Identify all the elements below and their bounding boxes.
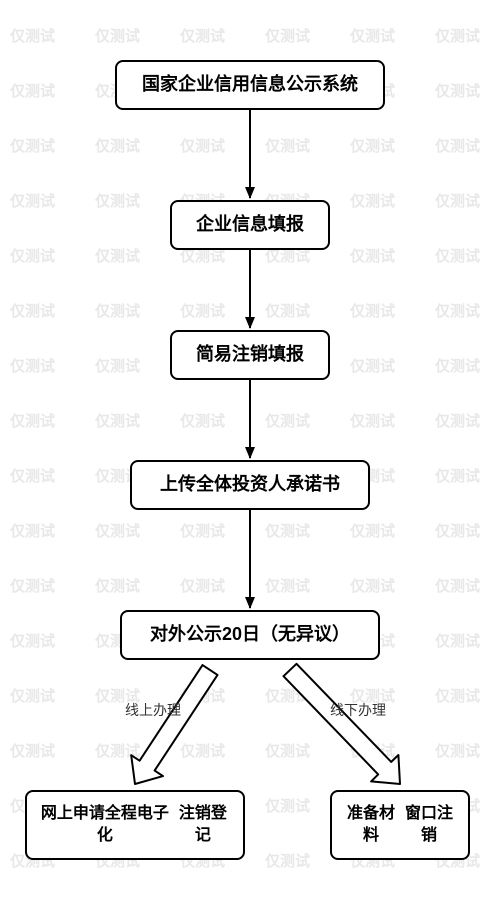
flow-node-n7: 准备材料窗口注销 [330,790,470,860]
flow-node-n5: 对外公示20日（无异议） [120,610,380,660]
flow-node-n6: 网上申请全程电子化注销登记 [25,790,245,860]
flow-node-n1: 国家企业信用信息公示系统 [115,60,385,110]
flow-node-n4: 上传全体投资人承诺书 [130,460,370,510]
flow-node-n3: 简易注销填报 [170,330,330,380]
branch-label: 线上办理 [125,700,181,720]
branch-label: 线下办理 [330,700,386,720]
flowchart-layer: 国家企业信用信息公示系统企业信息填报简易注销填报上传全体投资人承诺书对外公示20… [0,0,500,904]
flow-node-n2: 企业信息填报 [170,200,330,250]
